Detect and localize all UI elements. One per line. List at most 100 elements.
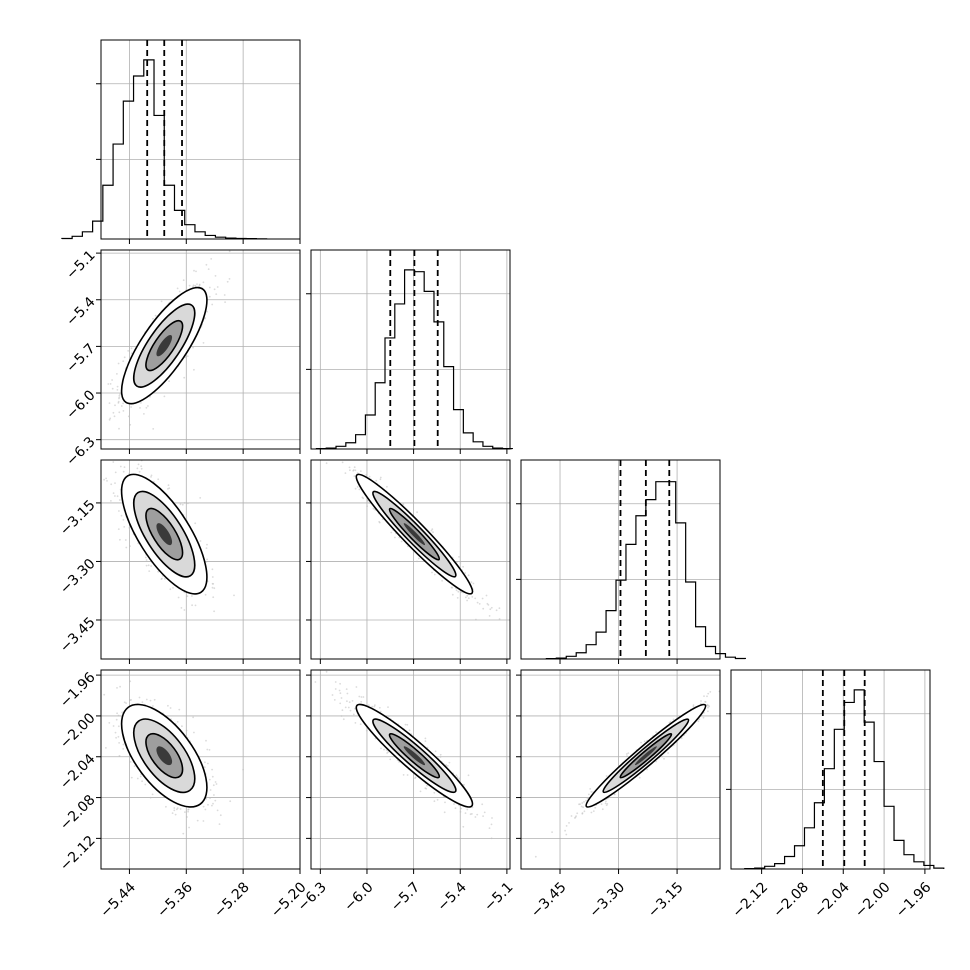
scatter-point: [216, 286, 219, 288]
scatter-point: [390, 531, 393, 534]
scatter-point: [379, 710, 382, 713]
scatter-point: [76, 429, 78, 431]
scatter-point: [583, 810, 586, 813]
scatter-point: [378, 520, 381, 523]
scatter-point: [344, 706, 347, 709]
y-tick-label: −2.08: [57, 792, 99, 834]
scatter-point: [490, 606, 493, 609]
scatter-point: [467, 774, 470, 777]
panel-frame: [310, 669, 511, 870]
panel-frame: [310, 459, 511, 660]
scatter-point: [105, 477, 107, 480]
scatter-point: [601, 808, 604, 811]
panel-frame: [100, 459, 301, 660]
x-tick-label: −2.00: [852, 879, 894, 921]
scatter-point: [386, 485, 388, 488]
scatter-point: [485, 594, 488, 597]
scatter-point: [179, 808, 182, 810]
scatter-point: [448, 761, 451, 764]
scatter-point: [613, 793, 616, 796]
scatter-point: [324, 666, 326, 668]
scatter-point: [458, 556, 460, 558]
scatter-point: [334, 681, 337, 683]
scatter-point: [534, 855, 537, 858]
scatter-point: [145, 564, 148, 567]
scatter-point: [655, 760, 658, 763]
x-tick-label: −6.0: [341, 879, 376, 914]
scatter-point: [150, 565, 153, 567]
scatter-point: [581, 802, 584, 804]
scatter-point: [207, 803, 209, 806]
scatter-point: [334, 688, 337, 690]
contour-core: [156, 746, 173, 766]
scatter-point: [208, 286, 211, 289]
scatter-point: [432, 531, 434, 533]
contour-core: [403, 523, 426, 546]
scatter-point: [116, 389, 119, 391]
histogram-panel-p1: [61, 39, 301, 240]
scatter-point: [389, 758, 392, 761]
scatter-point: [402, 503, 405, 506]
scatter-point: [185, 729, 188, 732]
scatter-point: [471, 806, 474, 809]
scatter-point: [127, 350, 130, 352]
scatter-point: [118, 397, 120, 400]
scatter-point: [211, 768, 214, 771]
scatter-point: [486, 602, 489, 605]
scatter-point: [173, 809, 176, 812]
scatter-point: [122, 470, 125, 473]
scatter-point: [456, 776, 459, 779]
scatter-point: [360, 700, 363, 703]
scatter-point: [141, 701, 144, 704]
scatter-point: [349, 469, 351, 472]
scatter-point: [347, 706, 350, 709]
scatter-point: [229, 800, 232, 803]
scatter-point: [358, 695, 361, 698]
scatter-point: [469, 813, 472, 816]
scatter-point: [130, 699, 133, 701]
scatter-point: [171, 812, 174, 814]
scatter-point: [214, 275, 217, 277]
scatter-point: [196, 283, 198, 285]
scatter-point: [462, 565, 464, 568]
scatter-point: [463, 783, 465, 786]
scatter-point: [182, 279, 185, 282]
panel-frame: [100, 249, 301, 450]
scatter-point: [152, 428, 155, 430]
scatter-point: [459, 811, 462, 813]
scatter-point: [147, 564, 150, 567]
scatter-point: [122, 402, 124, 405]
scatter-point: [121, 711, 124, 714]
scatter-point: [339, 682, 341, 685]
scatter-point: [114, 482, 116, 484]
panel-frame: [310, 249, 511, 450]
scatter-point: [114, 404, 116, 407]
x-tick-label: −5.44: [97, 879, 139, 921]
scatter-point: [703, 695, 705, 697]
scatter-point: [205, 739, 207, 742]
scatter-point: [365, 729, 368, 732]
scatter-point: [702, 716, 705, 719]
scatter-point: [140, 465, 143, 468]
scatter-point: [433, 800, 436, 803]
scatter-point: [164, 578, 166, 580]
scatter-point: [586, 797, 589, 800]
scatter-point: [117, 362, 120, 365]
scatter-point: [188, 284, 191, 287]
scatter-point: [176, 287, 179, 290]
scatter-point: [119, 393, 121, 395]
scatter-point: [341, 461, 344, 464]
scatter-point: [345, 688, 348, 690]
scatter-point: [116, 385, 119, 388]
scatter-point: [125, 546, 128, 549]
scatter-point: [120, 514, 123, 517]
scatter-point: [590, 811, 593, 814]
scatter-point: [202, 805, 205, 808]
scatter-point: [475, 618, 477, 621]
scatter-point: [117, 735, 120, 738]
scatter-point: [116, 495, 119, 498]
scatter-point: [208, 295, 211, 298]
scatter-point: [698, 718, 701, 721]
scatter-point: [183, 609, 186, 611]
scatter-point: [157, 478, 160, 481]
